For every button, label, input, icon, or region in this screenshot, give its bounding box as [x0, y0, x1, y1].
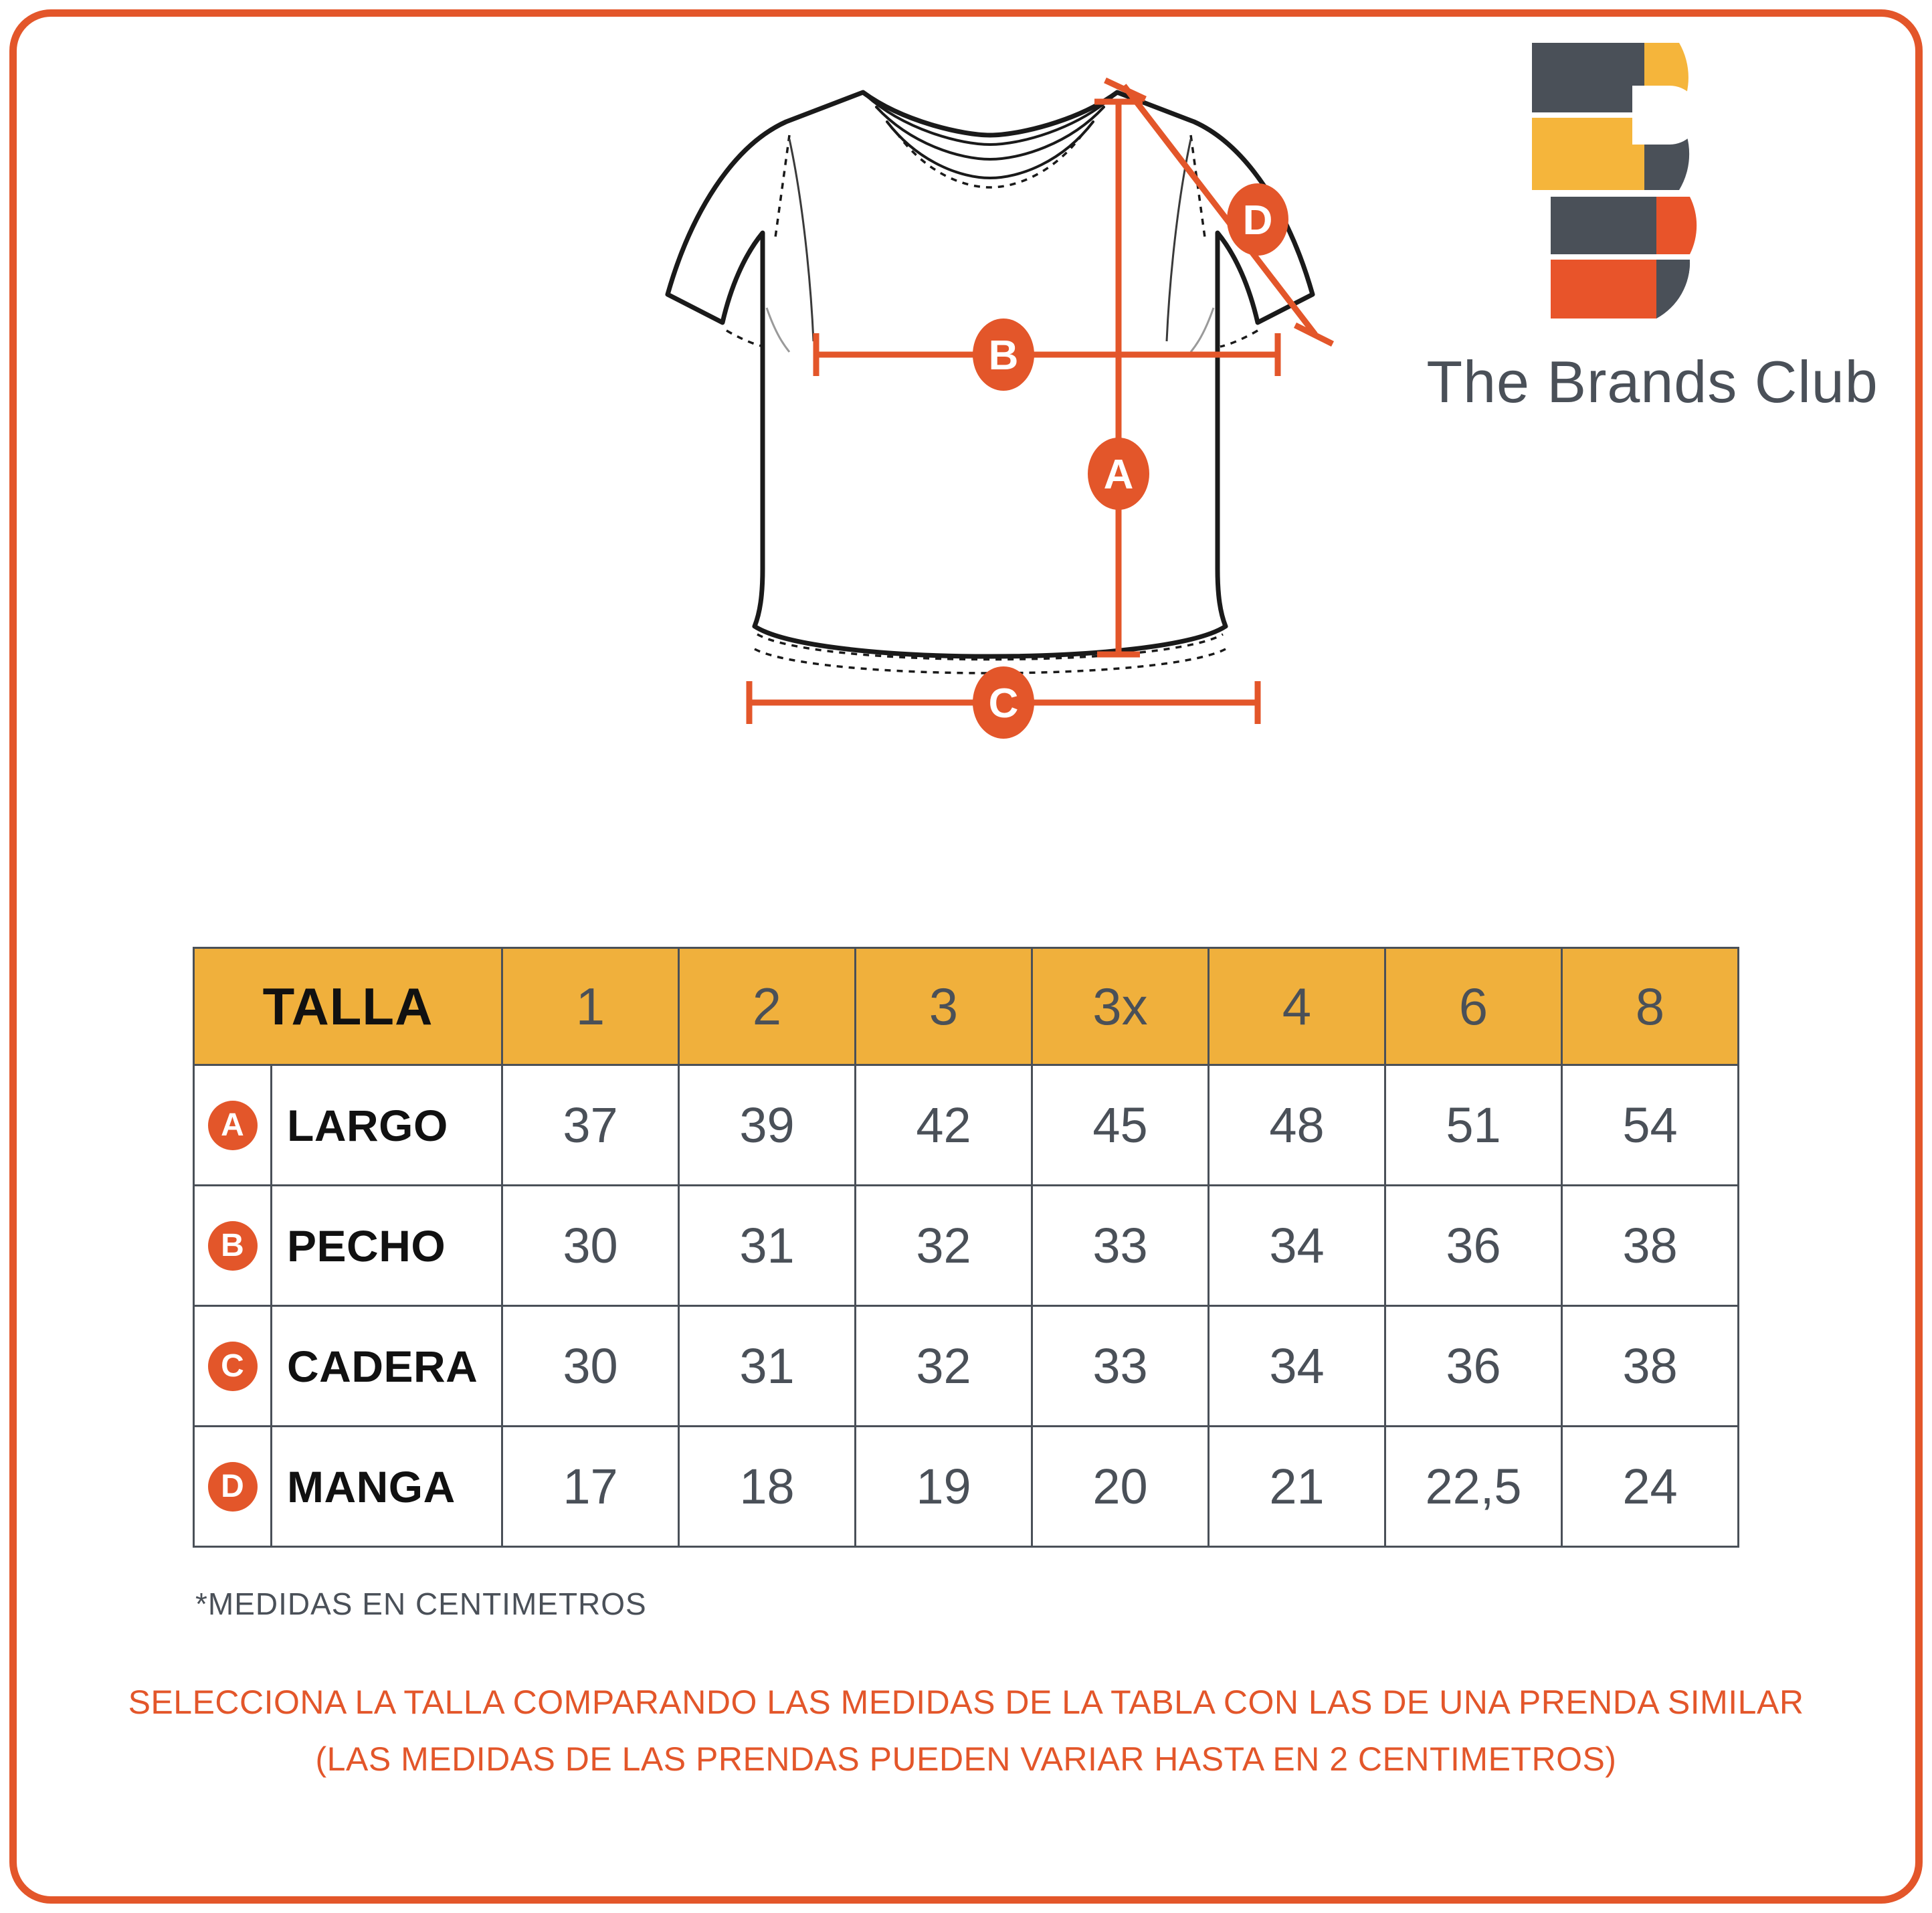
header-talla: TALLA — [193, 947, 503, 1066]
svg-text:B: B — [989, 333, 1019, 379]
table-row: C CADERA 30 31 32 33 34 36 38 — [193, 1305, 1739, 1427]
row-label-manga: MANGA — [270, 1425, 503, 1548]
cell-largo-6: 51 — [1384, 1064, 1563, 1186]
size-chart-table: TALLA 1 2 3 3x 4 6 8 A LARGO 37 39 42 45… — [193, 947, 1739, 1548]
marker-b: B — [973, 318, 1034, 391]
sizing-instruction-line-1: SELECCIONA LA TALLA COMPARANDO LAS MEDID… — [128, 1683, 1804, 1721]
marker-c: C — [973, 666, 1034, 739]
row-badge-d: D — [193, 1425, 272, 1548]
svg-text:C: C — [989, 680, 1019, 727]
table-header-row: TALLA 1 2 3 3x 4 6 8 — [193, 947, 1739, 1066]
cell-manga-3: 19 — [854, 1425, 1033, 1548]
header-size-6: 6 — [1384, 947, 1563, 1066]
cell-manga-8: 24 — [1561, 1425, 1739, 1548]
cell-largo-3: 42 — [854, 1064, 1033, 1186]
cell-largo-8: 54 — [1561, 1064, 1739, 1186]
cell-pecho-2: 31 — [678, 1184, 856, 1307]
row-label-pecho: PECHO — [270, 1184, 503, 1307]
svg-text:A: A — [1104, 452, 1134, 498]
row-badge-a: A — [193, 1064, 272, 1186]
cell-largo-4: 48 — [1208, 1064, 1386, 1186]
marker-a: A — [1088, 438, 1149, 510]
tshirt-measurement-diagram: B D A C — [589, 60, 1365, 897]
cell-manga-6: 22,5 — [1384, 1425, 1563, 1548]
cell-cadera-3: 32 — [854, 1305, 1033, 1427]
header-size-3: 3 — [854, 947, 1033, 1066]
marker-d: D — [1227, 183, 1288, 256]
badge-letter: B — [207, 1220, 258, 1271]
table-row: B PECHO 30 31 32 33 34 36 38 — [193, 1184, 1739, 1307]
cell-pecho-6: 36 — [1384, 1184, 1563, 1307]
badge-letter: C — [207, 1341, 258, 1391]
cell-manga-2: 18 — [678, 1425, 856, 1548]
table-row: A LARGO 37 39 42 45 48 51 54 — [193, 1064, 1739, 1186]
cell-cadera-4: 34 — [1208, 1305, 1386, 1427]
cell-pecho-3: 32 — [854, 1184, 1033, 1307]
brand-logo: The Brands Club — [1418, 33, 1887, 435]
cell-cadera-6: 36 — [1384, 1305, 1563, 1427]
cell-pecho-4: 34 — [1208, 1184, 1386, 1307]
row-badge-b: B — [193, 1184, 272, 1307]
header-size-2: 2 — [678, 947, 856, 1066]
header-size-4: 4 — [1208, 947, 1386, 1066]
svg-text:D: D — [1243, 197, 1273, 244]
cell-largo-2: 39 — [678, 1064, 856, 1186]
row-badge-c: C — [193, 1305, 272, 1427]
row-label-largo: LARGO — [270, 1064, 503, 1186]
cell-cadera-8: 38 — [1561, 1305, 1739, 1427]
cell-cadera-3x: 33 — [1031, 1305, 1210, 1427]
row-label-cadera: CADERA — [270, 1305, 503, 1427]
badge-letter: A — [207, 1100, 258, 1150]
sizing-instruction-line-2: (LAS MEDIDAS DE LAS PRENDAS PUEDEN VARIA… — [315, 1740, 1617, 1778]
cell-manga-1: 17 — [501, 1425, 680, 1548]
cell-manga-3x: 20 — [1031, 1425, 1210, 1548]
cell-largo-1: 37 — [501, 1064, 680, 1186]
badge-letter: D — [207, 1461, 258, 1512]
brand-name: The Brands Club — [1426, 349, 1878, 415]
units-footnote: *MEDIDAS EN CENTIMETROS — [195, 1586, 647, 1621]
cell-pecho-1: 30 — [501, 1184, 680, 1307]
cell-cadera-1: 30 — [501, 1305, 680, 1427]
header-size-3x: 3x — [1031, 947, 1210, 1066]
cell-pecho-8: 38 — [1561, 1184, 1739, 1307]
cell-largo-3x: 45 — [1031, 1064, 1210, 1186]
cell-manga-4: 21 — [1208, 1425, 1386, 1548]
table-row: D MANGA 17 18 19 20 21 22,5 24 — [193, 1425, 1739, 1548]
header-size-1: 1 — [501, 947, 680, 1066]
header-size-8: 8 — [1561, 947, 1739, 1066]
brands-club-b-logo-icon — [1525, 33, 1766, 328]
cell-cadera-2: 31 — [678, 1305, 856, 1427]
cell-pecho-3x: 33 — [1031, 1184, 1210, 1307]
